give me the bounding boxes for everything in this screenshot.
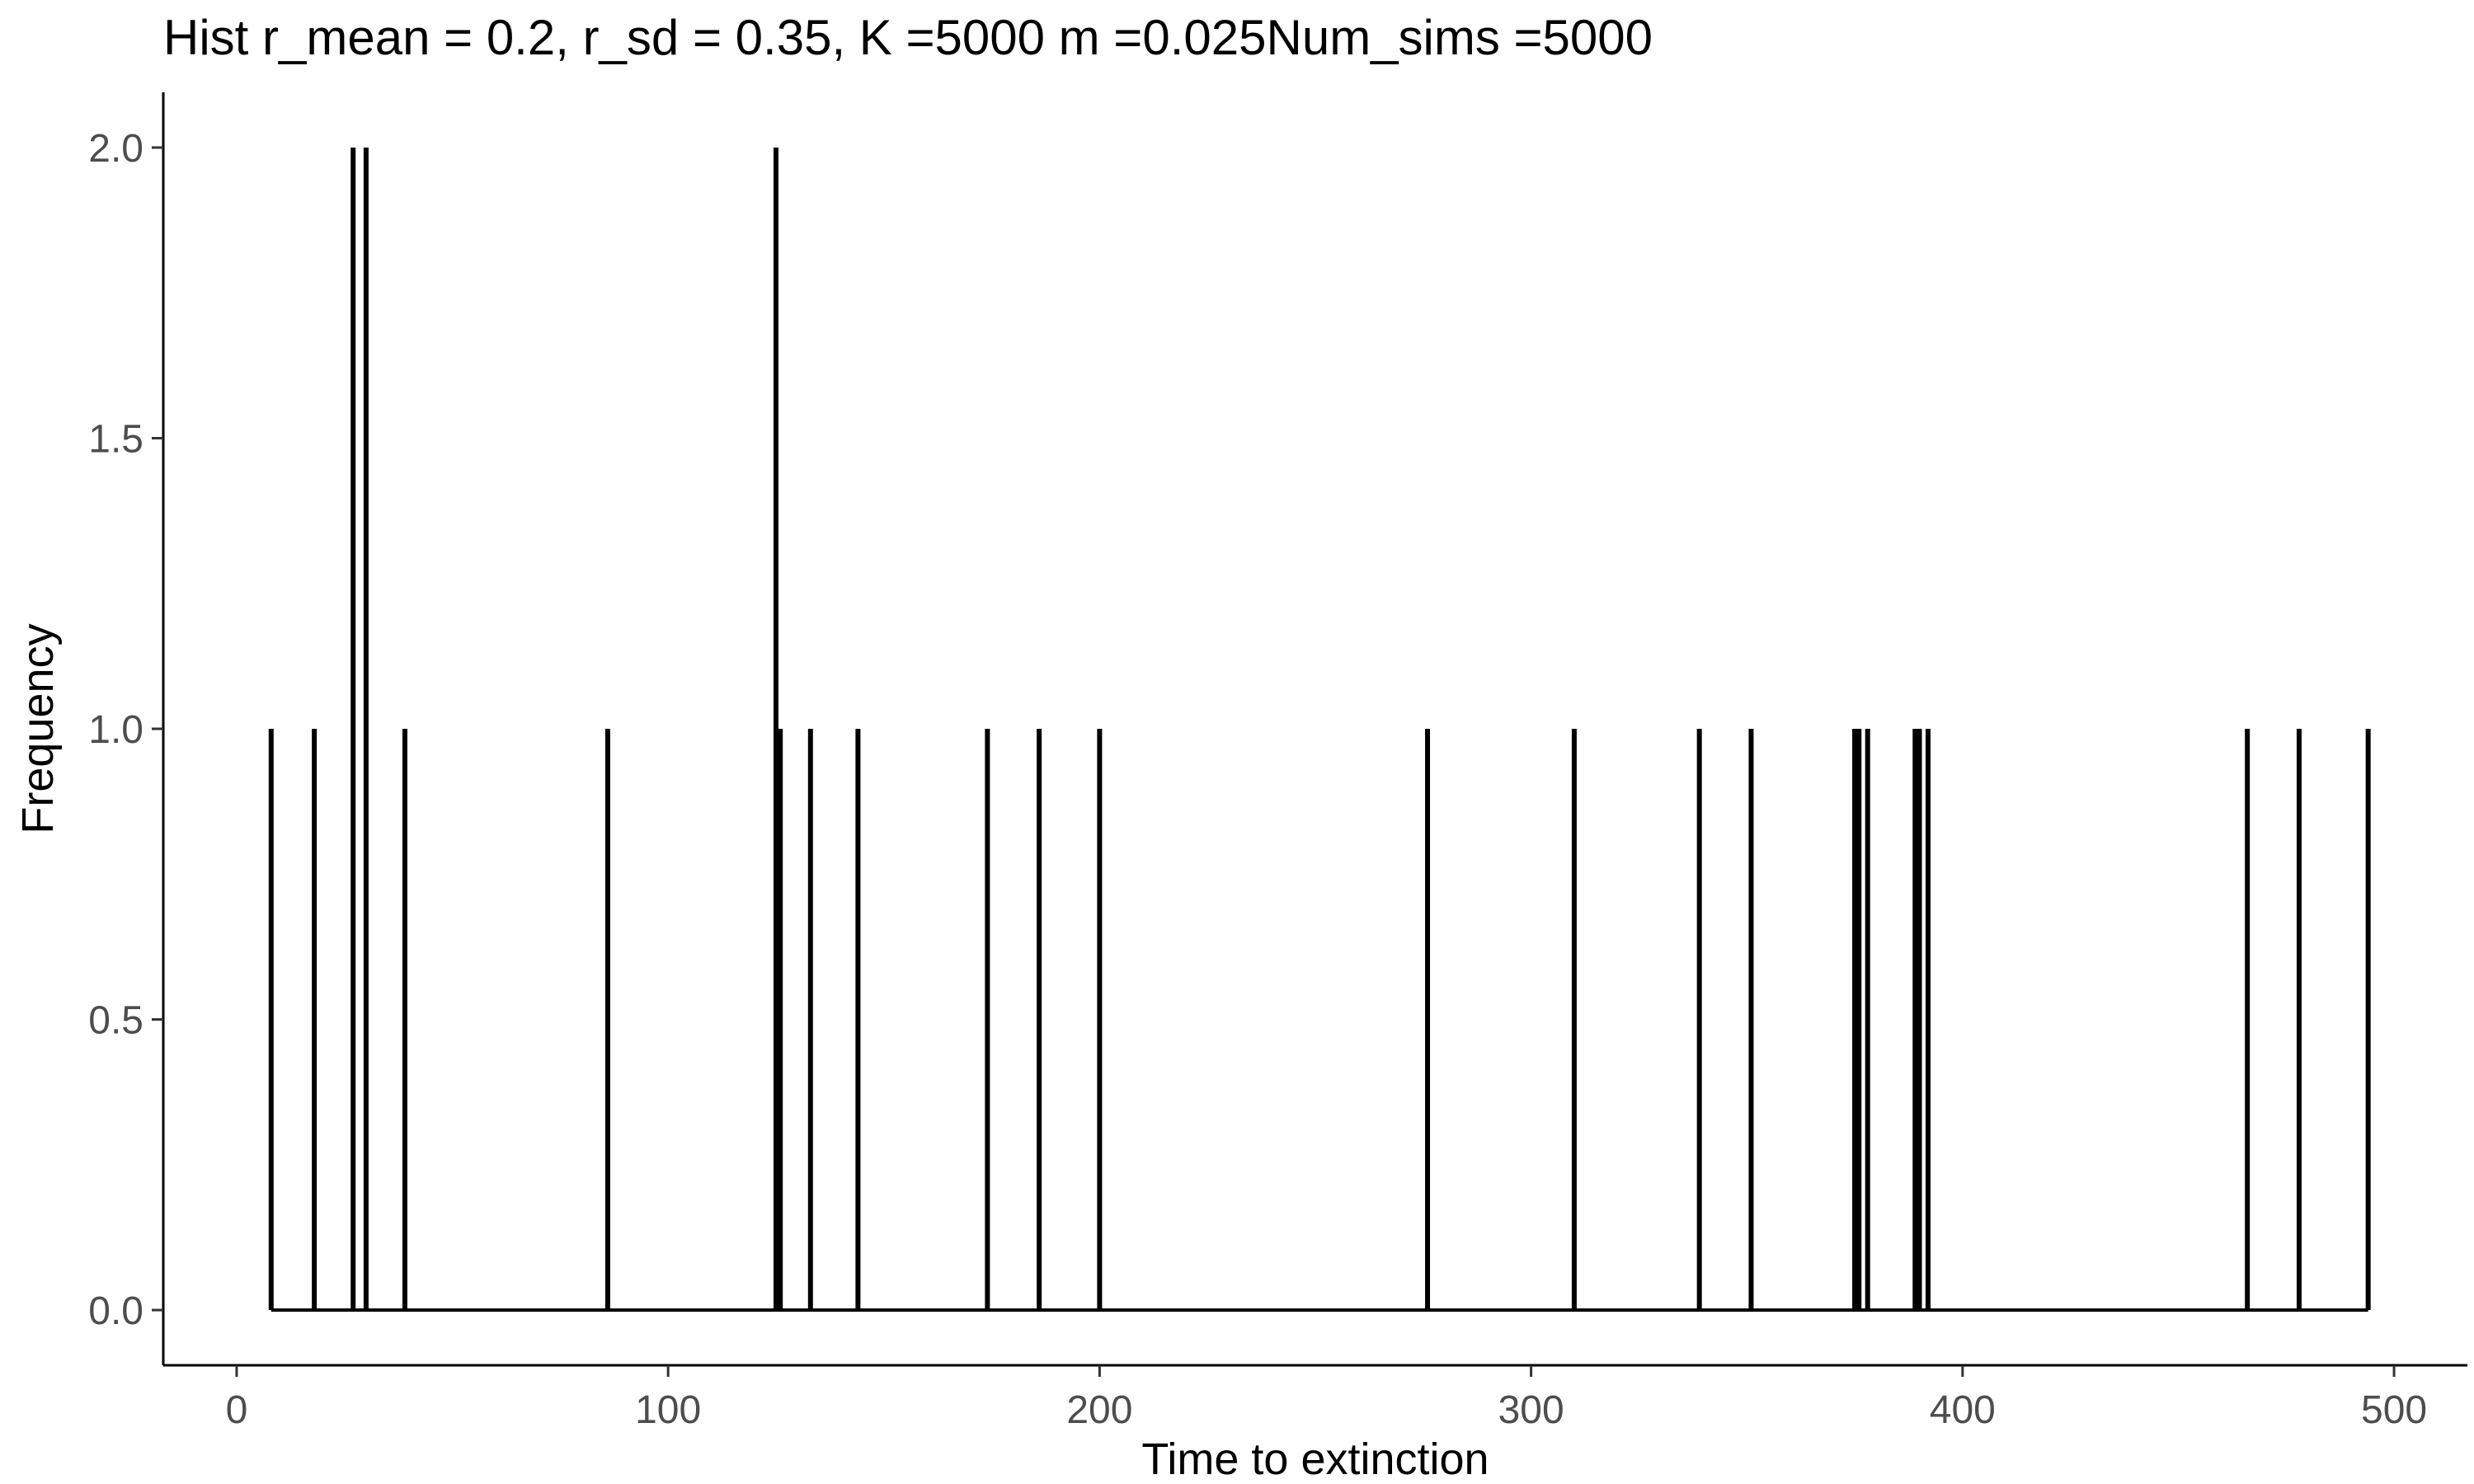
x-tick-label: 300 <box>1498 1388 1564 1432</box>
y-tick-label: 0.0 <box>88 1289 143 1333</box>
x-tick-label: 500 <box>2361 1388 2427 1432</box>
x-tick-label: 100 <box>635 1388 701 1432</box>
plot-area <box>268 147 2371 1313</box>
x-axis-title: Time to extinction <box>1141 1435 1489 1484</box>
y-tick-label: 2.0 <box>88 127 143 171</box>
x-tick-label: 200 <box>1066 1388 1132 1432</box>
x-tick-label: 0 <box>226 1388 248 1432</box>
y-axis-title: Frequency <box>13 623 63 834</box>
x-axis-ticks: 0 100 200 300 400 500 <box>226 1365 2427 1432</box>
x-tick-label: 400 <box>1930 1388 1996 1432</box>
y-tick-label: 1.0 <box>88 708 143 752</box>
y-axis-ticks: 0.0 0.5 1.0 1.5 2.0 <box>88 127 163 1333</box>
y-tick-label: 0.5 <box>88 999 143 1043</box>
chart-title: Hist r_mean = 0.2, r_sd = 0.35, K =5000 … <box>163 10 1653 65</box>
bar-series <box>268 147 2371 1311</box>
y-tick-label: 1.5 <box>88 417 143 461</box>
